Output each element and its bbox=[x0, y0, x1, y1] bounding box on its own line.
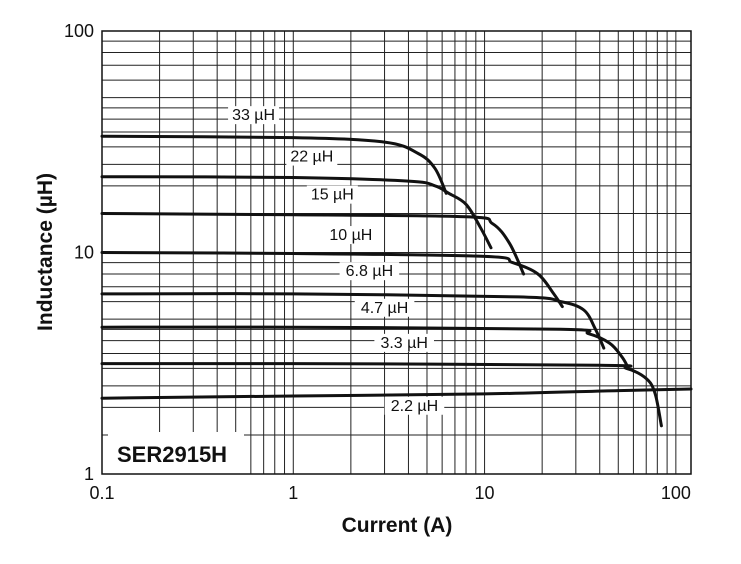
y-tick-label: 10 bbox=[74, 243, 94, 263]
series-label-background bbox=[374, 333, 434, 352]
series-label: 3.3 µH bbox=[380, 335, 427, 352]
x-tick-label: 100 bbox=[661, 483, 691, 503]
x-axis-title: Current (A) bbox=[342, 514, 453, 537]
series-line-15uh bbox=[100, 212, 526, 276]
series-label: 6.8 µH bbox=[346, 263, 393, 280]
series-line-2.2uh bbox=[100, 387, 693, 400]
series-labels: 33 µH 22 µH 15 µH 10 µH 6.8 µH 4.7 µH 3.3 µH 2.… bbox=[228, 106, 445, 415]
series-label-background bbox=[339, 262, 400, 281]
series-line-22uh bbox=[100, 175, 493, 250]
series-label-background bbox=[384, 396, 445, 415]
series-line-4.7uh bbox=[100, 325, 630, 369]
series-label-background bbox=[325, 226, 377, 245]
series-label: 15 µH bbox=[311, 187, 354, 204]
series-label-background bbox=[306, 185, 358, 204]
y-tick-label: 1 bbox=[84, 464, 94, 484]
y-tick-labels: 1 10 100 bbox=[64, 21, 94, 484]
series-label-background bbox=[228, 106, 280, 125]
series-lines bbox=[100, 134, 693, 428]
x-tick-labels: 0.1 1 10 100 bbox=[89, 483, 690, 503]
series-label: 4.7 µH bbox=[361, 300, 408, 317]
series-line-6.8uh bbox=[100, 292, 606, 350]
plot-frame bbox=[101, 30, 692, 475]
x-tick-label: 10 bbox=[475, 483, 495, 503]
series-label-background bbox=[354, 298, 415, 317]
series-label: 2.2 µH bbox=[391, 398, 438, 415]
series-label: 33 µH bbox=[232, 107, 275, 124]
series-label: 10 µH bbox=[329, 227, 372, 244]
y-tick-label: 100 bbox=[64, 21, 94, 41]
x-tick-label: 0.1 bbox=[89, 483, 114, 503]
series-label-background bbox=[286, 147, 338, 166]
product-label-background bbox=[108, 432, 244, 474]
y-axis-title: Inductance (µH) bbox=[34, 173, 57, 331]
series-label: 22 µH bbox=[290, 149, 333, 166]
product-label: SER2915H bbox=[117, 442, 227, 467]
x-tick-label: 1 bbox=[288, 483, 298, 503]
series-line-10uh bbox=[100, 251, 564, 309]
series-line-33uh bbox=[100, 134, 448, 195]
